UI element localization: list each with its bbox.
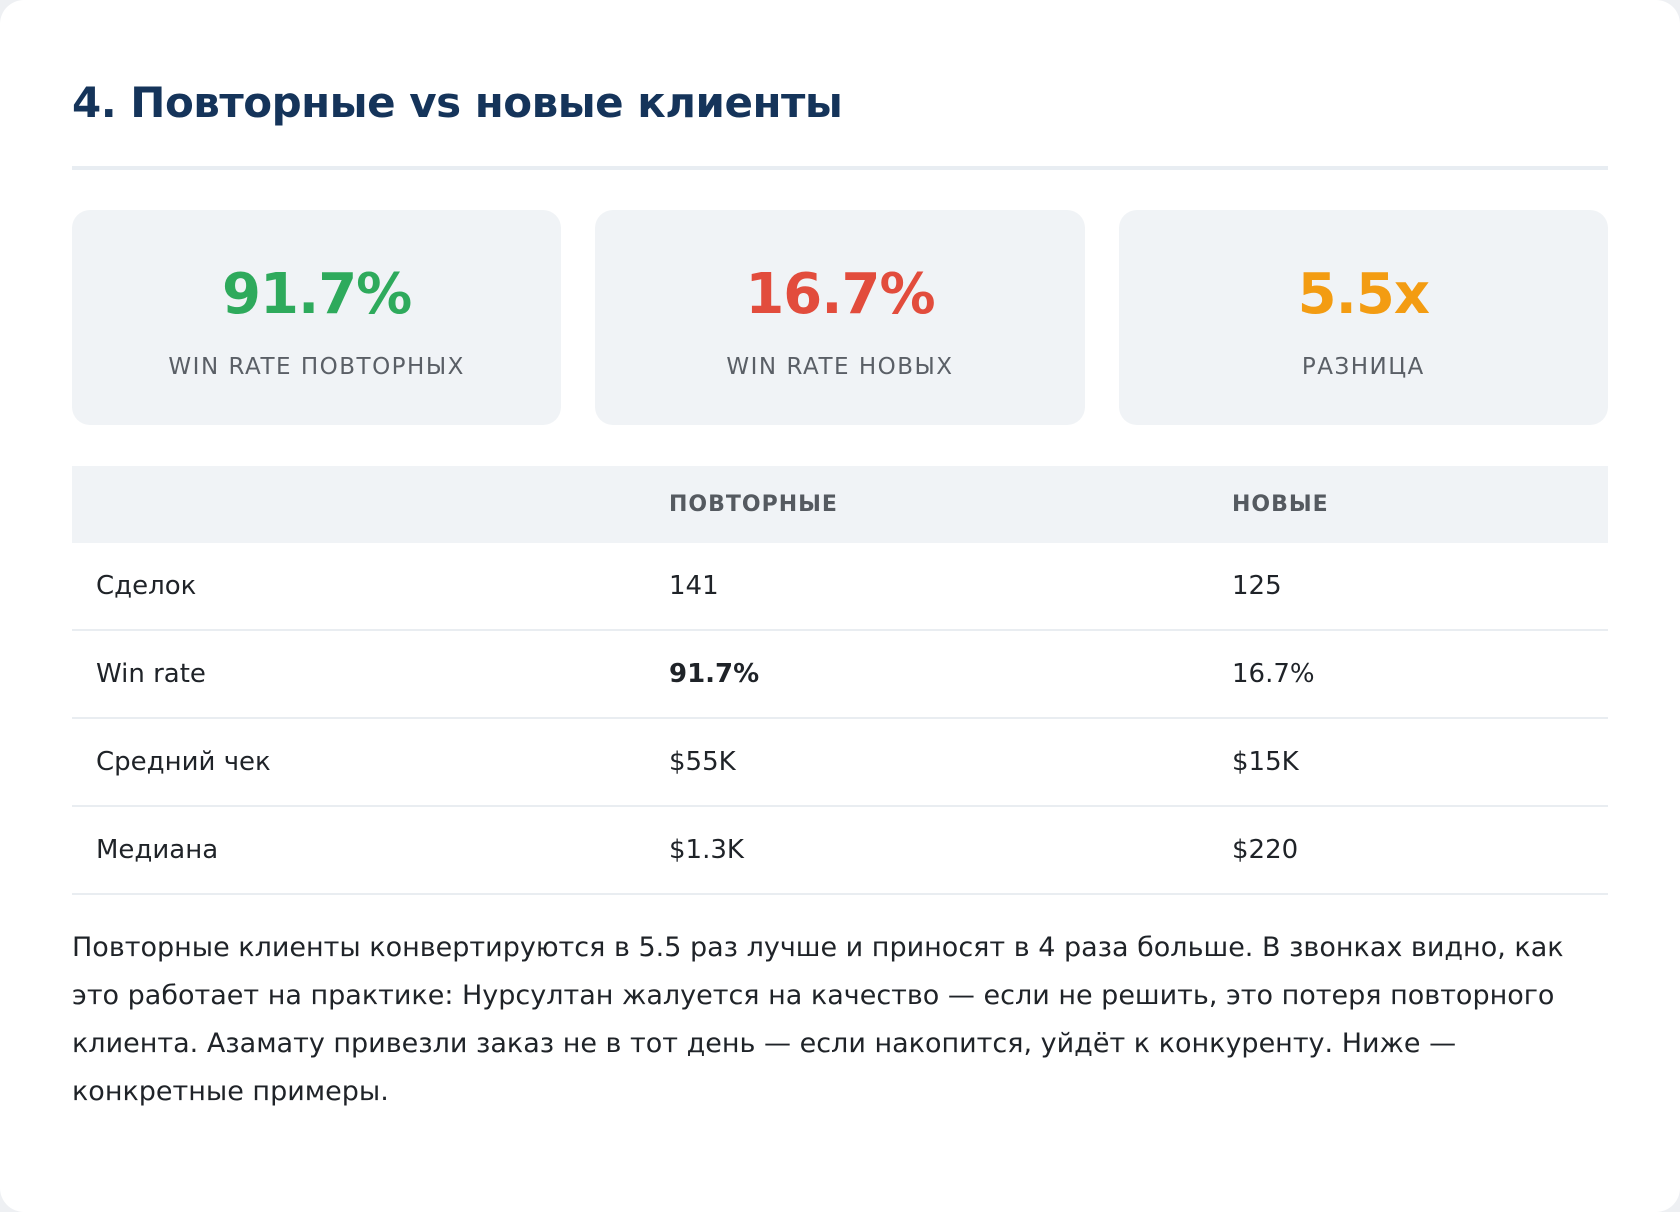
header-row: ПОВТОРНЫЕ НОВЫЕ: [72, 466, 1608, 543]
table-cell: 91.7%: [669, 630, 1232, 719]
table-row: Win rate 91.7% 16.7%: [72, 630, 1608, 719]
stat-label: WIN RATE НОВЫХ: [726, 354, 954, 380]
stats: 91.7% WIN RATE ПОВТОРНЫХ 16.7% WIN RATE НОВ…: [72, 210, 1608, 425]
stat-label: WIN RATE ПОВТОРНЫХ: [168, 354, 465, 380]
stat-value: 91.7%: [222, 262, 412, 327]
table-cell: 141: [669, 543, 1232, 631]
column-header: [72, 466, 669, 543]
stat-card: 16.7% WIN RATE НОВЫХ: [595, 210, 1085, 425]
table-body: Сделок 141 125 Win rate 91.7% 16.7% Средний че…: [72, 543, 1608, 895]
table-row: Медиана $1.3K $220: [72, 806, 1608, 895]
table-head: ПОВТОРНЫЕ НОВЫЕ: [72, 466, 1608, 543]
table-cell: Медиана: [72, 806, 669, 895]
stat-value: 5.5x: [1297, 262, 1430, 327]
stat-value: 16.7%: [745, 262, 935, 327]
table-row: Средний чек $55K $15K: [72, 718, 1608, 807]
comparison-table: ПОВТОРНЫЕ НОВЫЕ Сделок 141 125 Win rate 91.7%…: [72, 466, 1608, 895]
column-header: НОВЫЕ: [1232, 466, 1608, 543]
table-cell: $55K: [669, 718, 1232, 807]
stat-card: 5.5x РАЗНИЦА: [1118, 210, 1608, 425]
divider: [72, 166, 1608, 170]
stat-card: 91.7% WIN RATE ПОВТОРНЫХ: [72, 210, 562, 425]
table-cell: Сделок: [72, 543, 669, 631]
table-cell: $1.3K: [669, 806, 1232, 895]
column-header: ПОВТОРНЫЕ: [669, 466, 1232, 543]
table-cell: 125: [1232, 543, 1608, 631]
table-cell: 16.7%: [1232, 630, 1608, 719]
table-cell: $220: [1232, 806, 1608, 895]
table-cell: $15K: [1232, 718, 1608, 807]
table-cell: Средний чек: [72, 718, 669, 807]
table-cell: Win rate: [72, 630, 669, 719]
table-row: Сделок 141 125: [72, 543, 1608, 631]
section-title: 4. Повторные vs новые клиенты: [72, 78, 843, 127]
stat-label: РАЗНИЦА: [1301, 354, 1425, 380]
paragraph: Повторные клиенты конвертируются в 5.5 р…: [72, 932, 1564, 1107]
